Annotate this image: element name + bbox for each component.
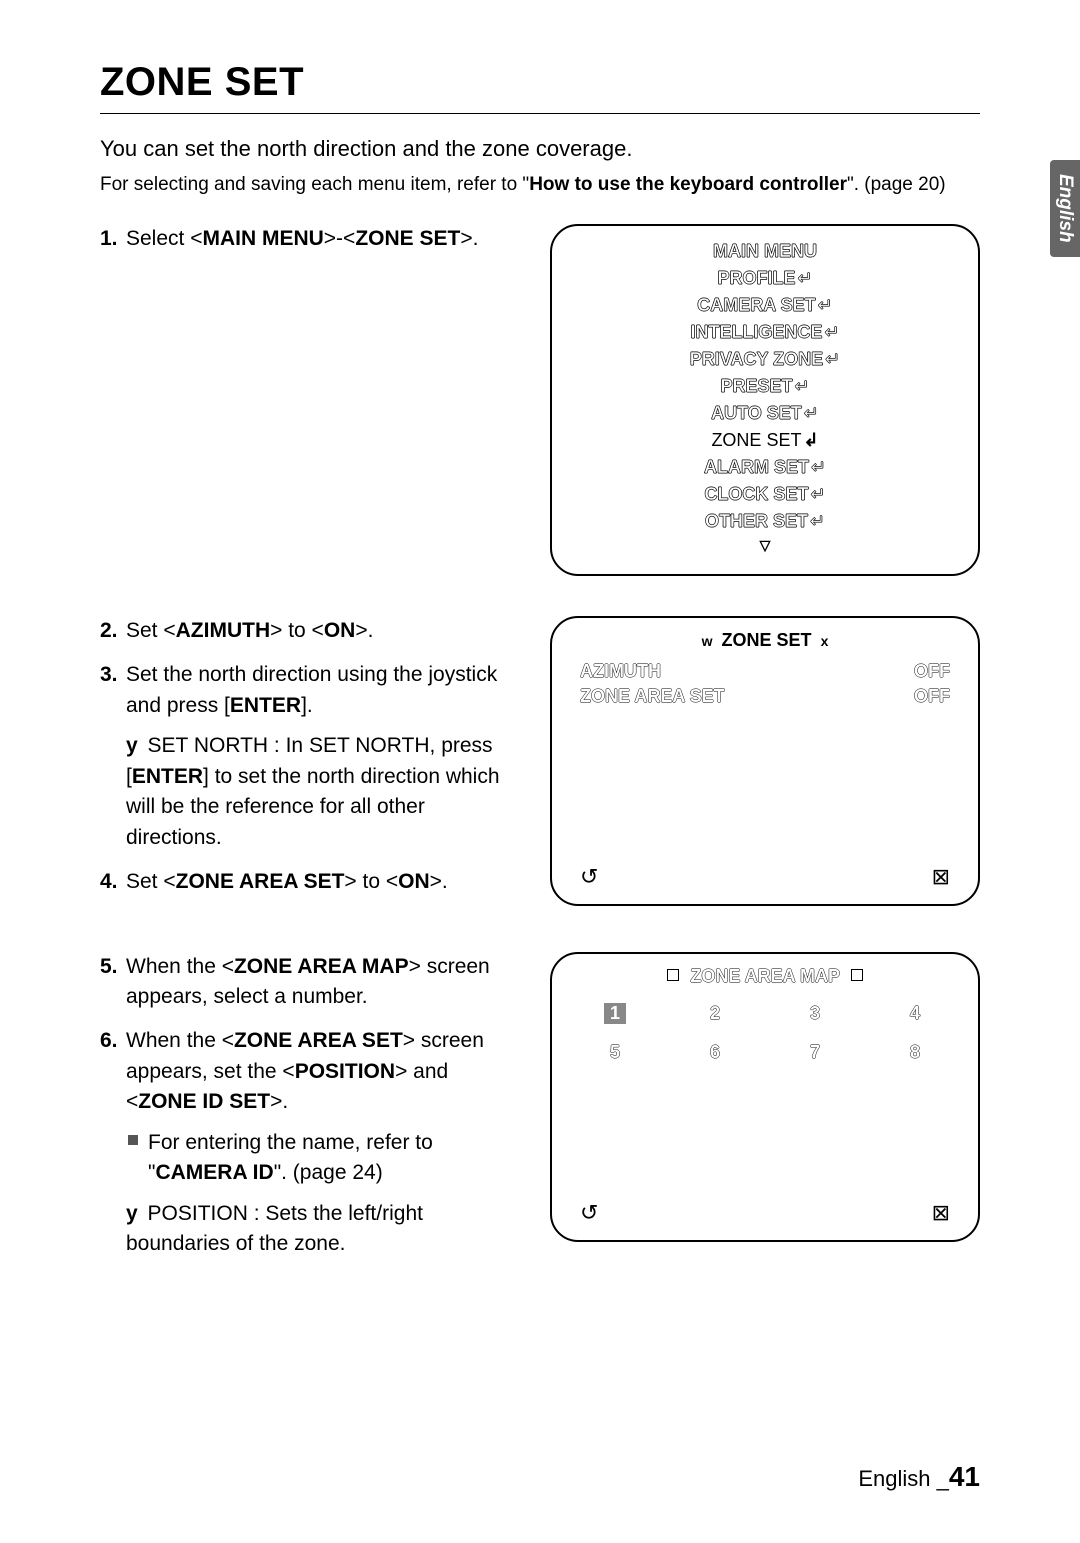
setting-row: ZONE AREA SET OFF: [580, 686, 950, 707]
menu-item-selected: ZONE SET: [580, 427, 950, 454]
screen-title: ZONE AREA MAP: [690, 966, 839, 986]
zone-number-selected: 1: [604, 1003, 626, 1024]
zone-area-map-screen: ZONE AREA MAP 1 2 3 4 5 6 7 8 ↺ ⊠: [550, 952, 980, 1242]
menu-item: PRESET: [580, 373, 950, 400]
page-title: ZONE SET: [100, 60, 980, 114]
menu-title: MAIN MENU: [580, 238, 950, 265]
menu-item: INTELLIGENCE: [580, 319, 950, 346]
step-4: 4. Set <ZONE AREA SET> to <ON>.: [100, 867, 520, 897]
language-tab: English: [1050, 160, 1080, 257]
box-icon: [851, 969, 863, 981]
menu-item: AUTO SET: [580, 400, 950, 427]
zone-number: 8: [885, 1042, 945, 1063]
down-triangle-icon: ▽: [580, 535, 950, 556]
zone-number: 2: [685, 1003, 745, 1024]
nav-right-icon: x: [821, 633, 829, 649]
zone-number-grid: 1 2 3 4 5 6 7 8: [580, 1003, 950, 1063]
nav-left-icon: w: [702, 633, 713, 649]
main-menu-screen: MAIN MENU PROFILE CAMERA SET INTELLIGENC…: [550, 224, 980, 576]
page-footer: English _41: [858, 1461, 980, 1493]
menu-item: PRIVACY ZONE: [580, 346, 950, 373]
screen-title: ZONE SET: [722, 630, 812, 650]
zone-number: 5: [585, 1042, 645, 1063]
zone-number: 7: [785, 1042, 845, 1063]
back-icon: ↺: [580, 1200, 598, 1226]
close-icon: ⊠: [932, 1200, 950, 1226]
square-bullet-icon: [128, 1135, 138, 1145]
zone-set-screen: w ZONE SET x AZIMUTH OFF ZONE AREA SET O…: [550, 616, 980, 906]
setting-row: AZIMUTH OFF: [580, 661, 950, 682]
zone-number: 4: [885, 1003, 945, 1024]
menu-item: CAMERA SET: [580, 292, 950, 319]
intro-text: You can set the north direction and the …: [100, 136, 980, 162]
menu-item: CLOCK SET: [580, 481, 950, 508]
back-icon: ↺: [580, 864, 598, 890]
menu-item: ALARM SET: [580, 454, 950, 481]
subintro-text: For selecting and saving each menu item,…: [100, 174, 980, 196]
step-2: 2. Set <AZIMUTH> to <ON>.: [100, 616, 520, 646]
step-5: 5. When the <ZONE AREA MAP> screen appea…: [100, 952, 520, 1013]
step-6: 6. When the <ZONE AREA SET> screen appea…: [100, 1026, 520, 1259]
step-3: 3. Set the north direction using the joy…: [100, 660, 520, 853]
close-icon: ⊠: [932, 864, 950, 890]
zone-number: 6: [685, 1042, 745, 1063]
menu-item: OTHER SET: [580, 508, 950, 535]
step-1: 1. Select <MAIN MENU>-<ZONE SET>.: [100, 224, 520, 254]
box-icon: [667, 969, 679, 981]
menu-item: PROFILE: [580, 265, 950, 292]
zone-number: 3: [785, 1003, 845, 1024]
